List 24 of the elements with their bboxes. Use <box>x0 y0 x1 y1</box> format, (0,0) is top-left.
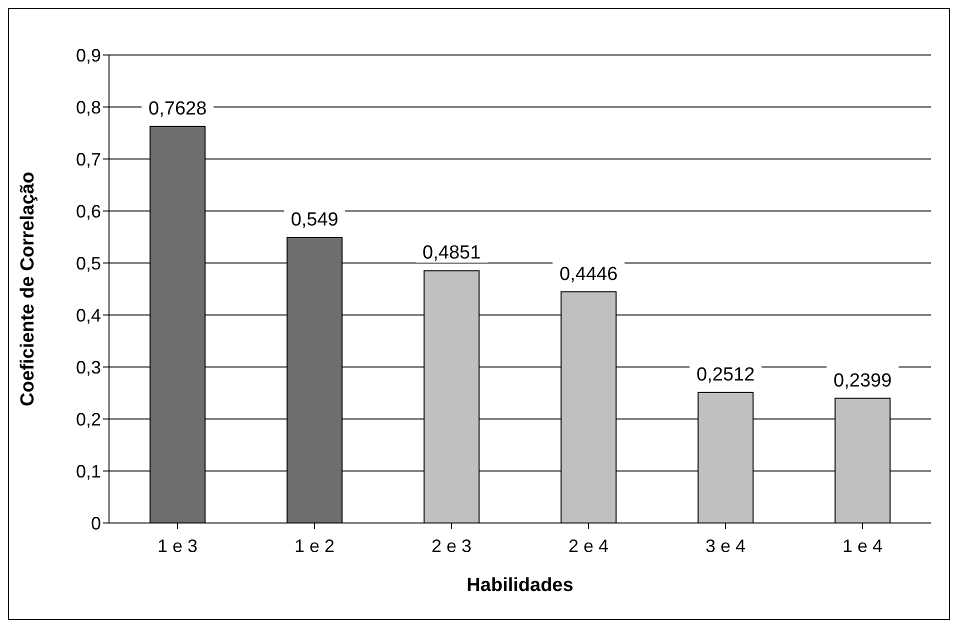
x-tick-label: 1 e 3 <box>157 536 198 556</box>
x-axis-title: Habilidades <box>466 575 574 596</box>
y-tick-label: 0,1 <box>76 461 101 482</box>
y-axis-title: Coeficiente de Correlação <box>18 172 39 406</box>
data-label: 0,7628 <box>148 98 207 120</box>
y-tick-label: 0,9 <box>76 45 101 66</box>
data-label: 0,549 <box>290 210 338 231</box>
x-tick-label: 1 e 2 <box>294 536 335 556</box>
y-tick-label: 0 <box>90 513 101 534</box>
y-tick-label: 0,6 <box>76 201 101 222</box>
data-label: 0,2512 <box>696 364 755 386</box>
y-tick-label: 0,2 <box>76 409 101 430</box>
y-tick-label: 0,5 <box>76 253 101 274</box>
y-tick-label: 0,4 <box>76 305 101 326</box>
data-label: 0,2399 <box>834 370 892 392</box>
y-tick-label: 0,8 <box>76 97 101 118</box>
data-label: 0,4851 <box>422 242 481 264</box>
data-label: 0,4446 <box>560 264 618 285</box>
y-tick-label: 0,3 <box>76 357 101 378</box>
x-tick-label: 2 e 4 <box>568 536 609 556</box>
x-tick-label: 2 e 3 <box>431 536 472 556</box>
x-tick-label: 1 e 4 <box>842 536 883 556</box>
x-tick-label: 3 e 4 <box>705 536 746 556</box>
y-tick-label: 0,7 <box>76 149 101 170</box>
